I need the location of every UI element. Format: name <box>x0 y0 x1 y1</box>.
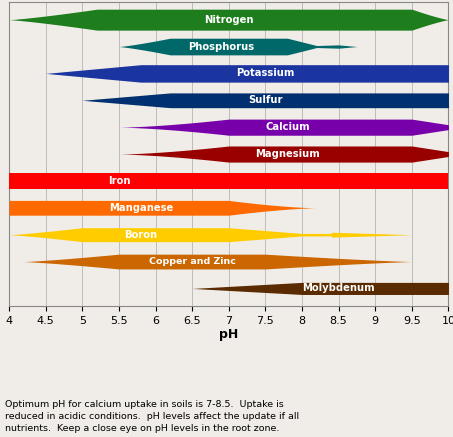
Text: Calcium: Calcium <box>265 122 310 132</box>
Text: Molybdenum: Molybdenum <box>302 284 375 293</box>
Text: Manganese: Manganese <box>109 203 173 213</box>
Text: Optimum pH for calcium uptake in soils is 7-8.5.  Uptake is
reduced in acidic co: Optimum pH for calcium uptake in soils i… <box>5 400 299 433</box>
Text: Potassium: Potassium <box>236 69 294 78</box>
Text: Boron: Boron <box>124 230 158 239</box>
Text: Sulfur: Sulfur <box>248 95 283 105</box>
Text: Phosphorus: Phosphorus <box>188 42 255 52</box>
Text: Magnesium: Magnesium <box>255 149 320 159</box>
Text: Copper and Zinc: Copper and Zinc <box>149 257 236 266</box>
Text: Nitrogen: Nitrogen <box>204 15 254 24</box>
Text: Iron: Iron <box>108 176 130 186</box>
X-axis label: pH: pH <box>219 328 238 341</box>
